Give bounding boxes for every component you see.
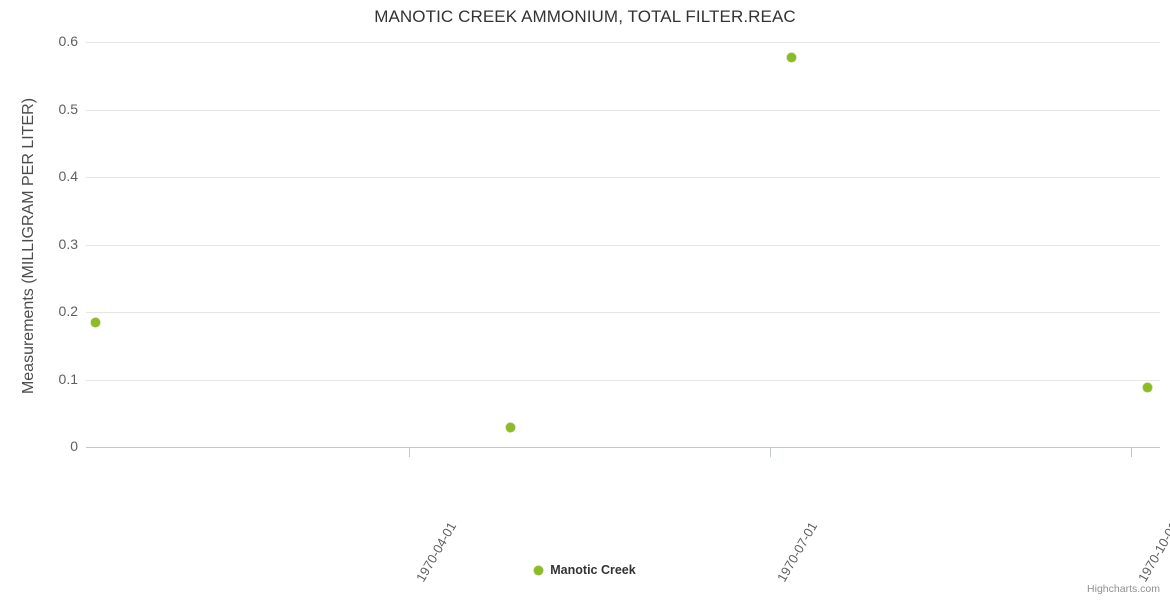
x-axis-tick-mark — [770, 448, 771, 457]
gridline — [86, 380, 1160, 381]
y-axis-tick-label: 0.6 — [58, 33, 78, 49]
x-axis-line — [86, 447, 1160, 448]
y-axis-tick-label: 0.3 — [58, 235, 78, 252]
y-axis-tick-label: 0.5 — [58, 100, 78, 117]
legend-item-manotic-creek[interactable]: Manotic Creek — [534, 563, 636, 577]
y-axis-tick-label: 0.1 — [58, 370, 78, 387]
y-axis-tick-label: 0.2 — [58, 303, 78, 319]
plot-area — [86, 42, 1160, 448]
gridline — [86, 110, 1160, 111]
x-axis-tick-mark — [1131, 448, 1132, 457]
y-axis-tick-label: 0 — [70, 438, 78, 454]
legend-marker-icon — [534, 565, 544, 575]
gridline — [86, 42, 1160, 43]
gridline — [86, 177, 1160, 178]
gridline — [86, 312, 1160, 313]
chart-title: MANOTIC CREEK AMMONIUM, TOTAL FILTER.REA… — [374, 7, 796, 26]
credits-link[interactable]: Highcharts.com — [1087, 583, 1160, 595]
x-axis-tick-label: 1970-07-01 — [774, 519, 821, 585]
legend: Manotic Creek — [0, 563, 1170, 577]
x-axis-tick-mark — [409, 448, 410, 457]
data-point[interactable] — [90, 317, 100, 327]
x-axis-tick-label: 1970-04-01 — [413, 519, 460, 585]
data-point[interactable] — [786, 52, 796, 62]
legend-item-label: Manotic Creek — [550, 563, 636, 577]
data-point[interactable] — [1142, 382, 1152, 392]
y-axis-tick-label: 0.4 — [58, 168, 78, 184]
data-point[interactable] — [505, 422, 515, 432]
gridline — [86, 245, 1160, 246]
